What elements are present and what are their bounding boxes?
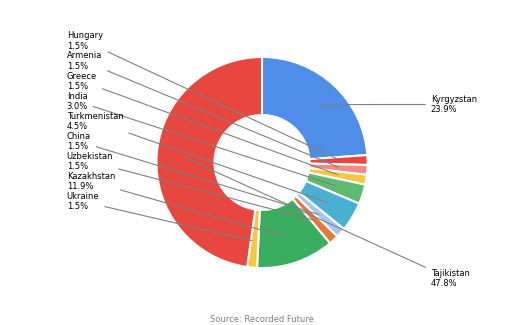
Text: Turkmenistan
4.5%: Turkmenistan 4.5% bbox=[67, 111, 327, 202]
Text: Source: Recorded Future: Source: Recorded Future bbox=[210, 315, 314, 324]
Text: Hungary
1.5%: Hungary 1.5% bbox=[67, 32, 339, 160]
Text: Armenia
1.5%: Armenia 1.5% bbox=[67, 51, 339, 167]
Text: Uzbekistan
1.5%: Uzbekistan 1.5% bbox=[67, 152, 313, 220]
Wedge shape bbox=[157, 57, 262, 267]
Wedge shape bbox=[309, 168, 367, 185]
Wedge shape bbox=[247, 210, 260, 268]
Wedge shape bbox=[305, 173, 365, 204]
Text: India
3.0%: India 3.0% bbox=[67, 92, 335, 186]
Text: Tajikistan
47.8%: Tajikistan 47.8% bbox=[185, 158, 470, 288]
Text: Kyrgyzstan
23.9%: Kyrgyzstan 23.9% bbox=[319, 95, 477, 114]
Text: Ukraine
1.5%: Ukraine 1.5% bbox=[67, 192, 252, 241]
Wedge shape bbox=[309, 163, 367, 175]
Text: Kazakhstan
11.9%: Kazakhstan 11.9% bbox=[67, 172, 285, 237]
Wedge shape bbox=[309, 155, 367, 165]
Wedge shape bbox=[296, 192, 344, 237]
Wedge shape bbox=[257, 199, 330, 268]
Text: China
1.5%: China 1.5% bbox=[67, 132, 319, 214]
Wedge shape bbox=[299, 181, 359, 229]
Text: Greece
1.5%: Greece 1.5% bbox=[67, 72, 337, 175]
Wedge shape bbox=[292, 196, 337, 243]
Wedge shape bbox=[262, 57, 367, 159]
